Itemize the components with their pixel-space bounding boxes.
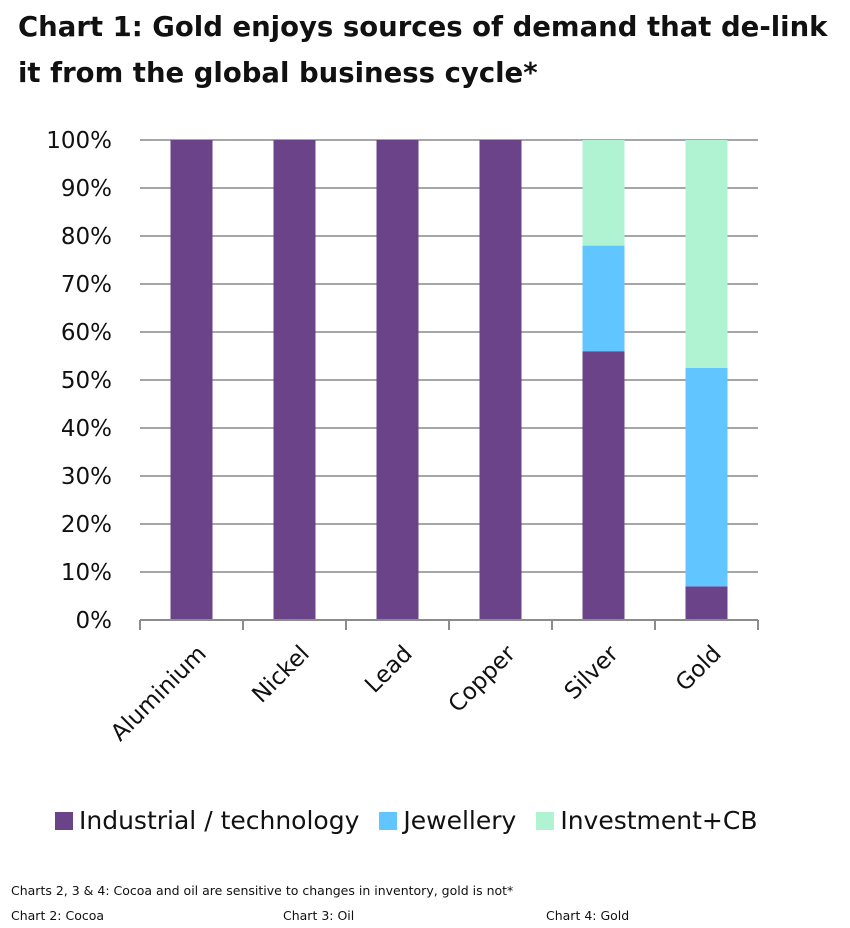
bar-segment	[170, 140, 213, 620]
chart-title: Chart 1: Gold enjoys sources of demand t…	[18, 11, 828, 89]
y-tick-label: 40%	[61, 416, 112, 442]
y-tick-label: 100%	[46, 128, 112, 154]
footer-caption: Charts 2, 3 & 4: Cocoa and oil are sensi…	[11, 883, 514, 898]
bar-segment	[376, 140, 419, 620]
y-tick-labels: 0% 10% 20% 30% 40% 50% 60% 70% 80% 90% 100%	[46, 128, 112, 634]
bar-segment	[685, 586, 728, 620]
legend-item: Industrial / technology	[55, 806, 359, 835]
y-tick-label: 70%	[61, 272, 112, 298]
y-tick-label: 60%	[61, 320, 112, 346]
bar-segment	[685, 140, 728, 368]
legend-swatch	[379, 811, 398, 830]
y-tick-label: 30%	[61, 464, 112, 490]
y-tick-label: 80%	[61, 224, 112, 250]
x-tick-label: Gold	[671, 641, 727, 697]
legend: Industrial / technology Jewellery Investme…	[55, 806, 777, 835]
legend-swatch	[55, 811, 73, 830]
bar-segment	[273, 140, 316, 620]
legend-swatch	[536, 811, 555, 830]
x-tick-label: Aluminium	[106, 641, 212, 747]
legend-item: Investment+CB	[536, 806, 757, 835]
x-tick-label: Silver	[560, 640, 624, 704]
legend-item: Jewellery	[379, 806, 516, 835]
x-tick-label: Lead	[360, 641, 417, 698]
footer-chart2-label: Chart 2: Cocoa	[11, 908, 105, 923]
bar-segment	[479, 140, 522, 620]
x-axis	[139, 619, 759, 630]
x-tick-labels: Aluminium Nickel Lead Copper Silver Gold	[106, 640, 727, 746]
footer-chart3-label: Chart 3: Oil	[283, 908, 355, 923]
legend-label: Industrial / technology	[79, 806, 360, 835]
x-tick-label: Nickel	[247, 641, 314, 708]
y-tick-label: 20%	[61, 512, 112, 538]
y-tick-label: 90%	[61, 176, 112, 202]
y-tick-label: 10%	[61, 560, 112, 586]
footer-chart4-label: Chart 4: Gold	[546, 908, 630, 923]
y-tick-label: 50%	[61, 368, 112, 394]
gridlines	[140, 139, 758, 573]
bars	[170, 140, 728, 620]
legend-label: Jewellery	[403, 806, 517, 835]
bar-segment	[582, 140, 625, 246]
stacked-bar-chart: 0% 10% 20% 30% 40% 50% 60% 70% 80% 90% 100% Alumin…	[46, 128, 759, 747]
y-tick-label: 0%	[76, 608, 113, 634]
legend-label: Investment+CB	[560, 806, 758, 835]
bar-segment	[582, 245, 625, 352]
bar-segment	[685, 368, 728, 587]
bar-segment	[582, 351, 625, 620]
x-tick-label: Copper	[444, 640, 521, 717]
